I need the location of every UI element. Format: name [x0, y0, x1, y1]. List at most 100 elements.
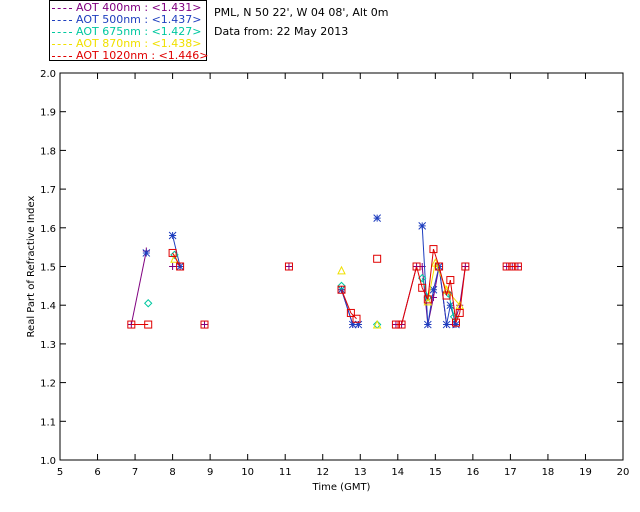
legend: AOT 400nm : <1.431> AOT 500nm : <1.437> … — [49, 0, 209, 62]
point-square — [346, 308, 355, 317]
y-tick-label: 1.9 — [40, 108, 56, 119]
x-tick-label: 9 — [207, 467, 213, 478]
point-star — [442, 320, 451, 329]
legend-swatch-675 — [52, 31, 72, 33]
series-segment — [446, 305, 451, 325]
series-segment — [421, 287, 429, 300]
point-square — [352, 314, 361, 323]
point-star — [354, 320, 363, 329]
point-plus — [169, 263, 177, 270]
point-diamond — [417, 273, 427, 283]
point-square — [373, 254, 382, 263]
point-star — [423, 320, 432, 329]
point-square — [423, 295, 432, 304]
point-star — [446, 301, 455, 310]
y-tick-label: 1.3 — [40, 340, 56, 351]
legend-item-675: AOT 675nm : <1.427> — [52, 26, 202, 38]
series-segment — [459, 266, 466, 314]
point-square — [435, 262, 444, 271]
point-star — [429, 285, 438, 294]
point-square — [284, 262, 293, 271]
series-segment — [350, 312, 357, 320]
legend-swatch-400 — [52, 7, 72, 9]
site-info: PML, N 50 22', W 04 08', Alt 0m — [214, 6, 389, 19]
point-plus — [201, 321, 209, 329]
point-triangle — [423, 296, 433, 306]
point-square — [502, 262, 511, 271]
point-square — [513, 262, 522, 271]
point-diamond — [143, 299, 153, 308]
point-square — [200, 320, 209, 329]
date-info: Data from: 22 May 2013 — [214, 25, 349, 38]
x-tick-label: 19 — [579, 467, 592, 478]
legend-swatch-500 — [52, 19, 72, 21]
legend-item-1020: AOT 1020nm : <1.446> — [52, 50, 209, 62]
x-tick-label: 6 — [94, 467, 100, 478]
x-tick-label: 13 — [354, 467, 367, 478]
legend-swatch-870 — [52, 43, 72, 45]
y-tick-label: 1.5 — [40, 263, 56, 274]
series-segment — [449, 279, 457, 323]
series-segment — [427, 249, 434, 300]
point-square — [429, 245, 438, 254]
point-star — [142, 249, 151, 257]
y-tick-label: 1.2 — [40, 379, 56, 390]
series-segment — [427, 289, 434, 325]
series-segment — [130, 250, 147, 325]
point-square — [442, 291, 451, 300]
point-star — [418, 222, 427, 230]
point-square — [397, 320, 406, 329]
legend-swatch-1020 — [52, 55, 72, 57]
point-star — [348, 320, 357, 329]
point-square — [412, 262, 421, 271]
point-diamond — [170, 250, 179, 260]
point-star — [168, 231, 177, 240]
series-segment — [446, 279, 451, 296]
x-tick-label: 14 — [391, 467, 404, 478]
point-square — [418, 283, 427, 292]
legend-label-675: AOT 675nm : <1.427> — [76, 25, 202, 38]
point-square — [168, 248, 177, 257]
series-segment — [447, 293, 455, 317]
legend-label-870: AOT 870nm : <1.438> — [76, 37, 202, 50]
series-segment — [401, 266, 418, 325]
point-triangle — [455, 300, 465, 310]
x-tick-label: 20 — [617, 467, 630, 478]
legend-item-870: AOT 870nm : <1.438> — [52, 38, 202, 50]
point-square — [461, 262, 470, 271]
series-segment — [421, 225, 429, 325]
point-square — [176, 262, 185, 271]
legend-label-400: AOT 400nm : <1.431> — [76, 1, 202, 14]
y-axis-label: Real Part of Refractive Index — [26, 195, 37, 337]
point-square — [451, 318, 460, 327]
series-segment — [432, 248, 440, 267]
series-segment — [438, 266, 448, 296]
y-tick-label: 1.1 — [40, 417, 56, 428]
y-tick-label: 1.0 — [40, 456, 56, 467]
legend-label-500: AOT 500nm : <1.437> — [76, 13, 202, 26]
y-tick-label: 1.7 — [40, 185, 56, 196]
point-star — [452, 320, 460, 329]
point-square — [391, 320, 400, 329]
series-segment — [455, 312, 461, 323]
x-tick-label: 16 — [466, 467, 479, 478]
y-tick-label: 1.4 — [40, 301, 56, 312]
x-tick-label: 11 — [279, 467, 292, 478]
point-star — [373, 214, 382, 222]
legend-label-1020: AOT 1020nm : <1.446> — [76, 49, 209, 62]
x-tick-label: 8 — [169, 467, 175, 478]
y-tick-label: 1.6 — [40, 224, 56, 235]
point-square — [446, 276, 455, 285]
y-tick-label: 2.0 — [40, 69, 56, 80]
y-tick-label: 1.8 — [40, 146, 56, 157]
point-triangle — [337, 265, 346, 275]
point-square — [455, 308, 464, 317]
series-segment — [434, 262, 448, 290]
point-square — [508, 262, 517, 271]
point-plus — [285, 263, 293, 270]
x-tick-label: 17 — [504, 467, 517, 478]
legend-item-400: AOT 400nm : <1.431> — [52, 2, 202, 14]
x-tick-label: 18 — [542, 467, 555, 478]
point-square — [337, 285, 346, 294]
